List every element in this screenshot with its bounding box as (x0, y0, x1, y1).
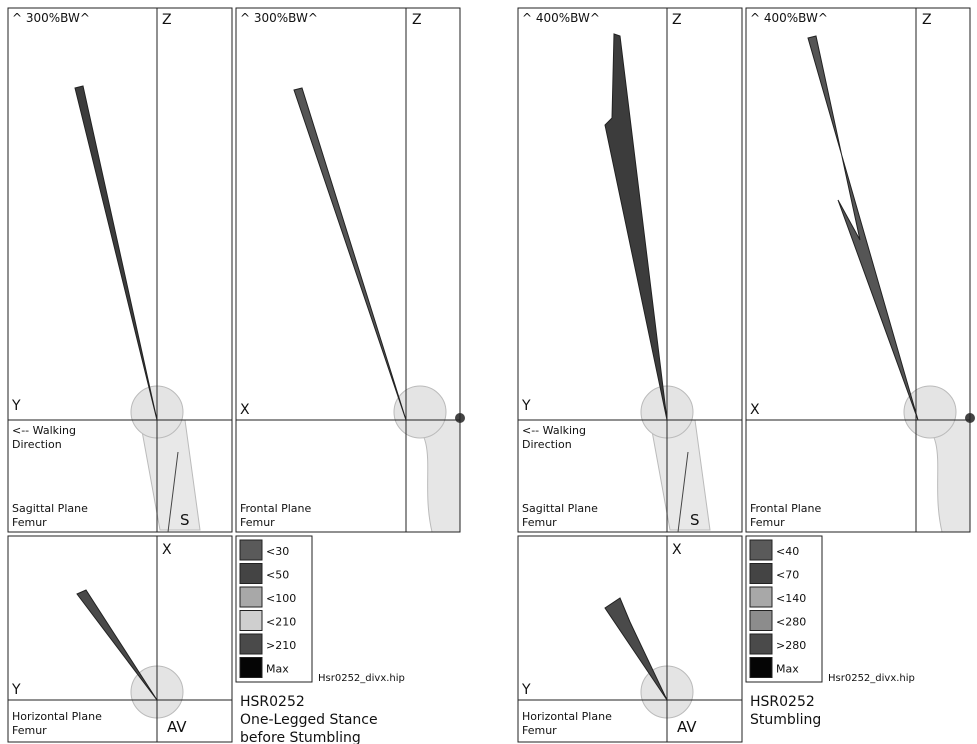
axis-label: Y (11, 398, 21, 414)
legend-swatch (750, 564, 772, 584)
walking-direction: <-- Walking (12, 424, 76, 437)
legend-swatch (240, 611, 262, 631)
plane-label: Sagittal Plane (522, 502, 598, 515)
axis-label: X (162, 542, 172, 558)
plane-label: Horizontal Plane (12, 710, 102, 723)
legend-label: <30 (266, 545, 289, 558)
scale-label: ^ 300%BW^ (12, 11, 90, 25)
legend-label: <280 (776, 616, 806, 629)
plane-label: Sagittal Plane (12, 502, 88, 515)
marker-label: S (180, 511, 190, 529)
panel (8, 8, 465, 742)
panel (518, 8, 975, 742)
legend-label: <140 (776, 592, 806, 605)
scale-label: ^ 400%BW^ (522, 11, 600, 25)
axis-label: Y (11, 682, 21, 698)
axis-label: X (672, 542, 682, 558)
legend-label: <210 (266, 616, 296, 629)
plane-label: Femur (522, 724, 557, 737)
view-box (236, 8, 460, 532)
legend-swatch (750, 587, 772, 607)
scale-label: ^ 400%BW^ (750, 11, 828, 25)
legend-swatch (240, 564, 262, 584)
activity: Stumbling (750, 712, 821, 728)
force-vector (77, 590, 157, 700)
legend-swatch (750, 540, 772, 560)
subject-id: HSR0252 (240, 694, 305, 710)
legend-label: Max (776, 663, 799, 676)
legend-label: Max (266, 663, 289, 676)
force-vector (605, 34, 667, 420)
force-vector (294, 88, 406, 420)
legend-swatch (750, 611, 772, 631)
force-vector (808, 36, 918, 420)
plane-label: Frontal Plane (750, 502, 822, 515)
axis-label: Z (162, 12, 172, 28)
plane-label: Femur (12, 724, 47, 737)
legend-swatch (750, 634, 772, 654)
walking-direction: <-- Walking (522, 424, 586, 437)
view-box (746, 8, 970, 532)
activity: One-Legged Stance (240, 712, 378, 728)
plane-label: Horizontal Plane (522, 710, 612, 723)
plane-label: Femur (522, 516, 557, 529)
legend-swatch (240, 658, 262, 678)
axis-label: Z (922, 12, 932, 28)
marker-label: AV (677, 718, 697, 736)
legend-label: >210 (266, 639, 296, 652)
axis-label: Z (412, 12, 422, 28)
force-vector (605, 598, 667, 700)
femur-head (904, 386, 956, 438)
plane-label: Femur (12, 516, 47, 529)
activity: before Stumbling (240, 730, 361, 744)
scale-label: ^ 300%BW^ (240, 11, 318, 25)
axis-label: X (750, 402, 760, 418)
view-box (518, 8, 742, 532)
legend-label: <40 (776, 545, 799, 558)
legend-swatch (750, 658, 772, 678)
file-name: Hsr0252_divx.hip (828, 673, 915, 684)
axis-label: Y (521, 682, 531, 698)
plane-label: Femur (240, 516, 275, 529)
axis-label: Z (672, 12, 682, 28)
plane-label: Femur (750, 516, 785, 529)
subject-id: HSR0252 (750, 694, 815, 710)
figure: ^ 300%BW^ZY<-- WalkingDirectionSagittal … (0, 0, 977, 744)
axis-label: Y (521, 398, 531, 414)
legend-label: <70 (776, 569, 799, 582)
legend-label: >280 (776, 639, 806, 652)
force-vector (75, 86, 157, 420)
legend-swatch (240, 587, 262, 607)
femur-head (394, 386, 446, 438)
marker-label: AV (167, 718, 187, 736)
marker-label: S (690, 511, 700, 529)
axis-label: X (240, 402, 250, 418)
legend-swatch (240, 634, 262, 654)
legend-label: <50 (266, 569, 289, 582)
walking-direction: Direction (12, 438, 62, 451)
legend-swatch (240, 540, 262, 560)
walking-direction: Direction (522, 438, 572, 451)
plane-label: Frontal Plane (240, 502, 312, 515)
legend-label: <100 (266, 592, 296, 605)
file-name: Hsr0252_divx.hip (318, 673, 405, 684)
